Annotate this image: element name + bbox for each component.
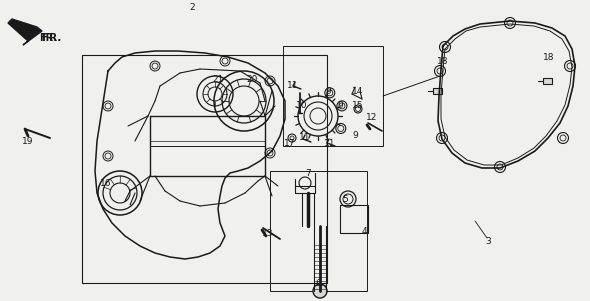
Bar (340, 205, 368, 233)
Text: 19: 19 (22, 136, 34, 145)
Text: 11: 11 (299, 134, 311, 142)
Text: 16: 16 (100, 179, 112, 188)
Bar (283, 46, 383, 146)
Text: 21: 21 (212, 75, 224, 83)
Text: 11: 11 (324, 138, 336, 147)
Text: 18: 18 (437, 57, 449, 66)
Bar (543, 78, 552, 84)
Text: 14: 14 (352, 86, 363, 95)
Text: 5: 5 (342, 194, 348, 203)
Text: 9: 9 (325, 86, 331, 95)
Text: 6: 6 (315, 278, 321, 287)
Text: 7: 7 (305, 169, 311, 178)
Text: FR.: FR. (42, 33, 62, 43)
Circle shape (313, 284, 327, 298)
Text: FR.: FR. (39, 33, 57, 43)
Bar (433, 88, 442, 94)
Text: 15: 15 (352, 101, 364, 110)
Text: 12: 12 (366, 113, 378, 123)
Polygon shape (8, 19, 42, 45)
Bar (270, 171, 367, 291)
Bar (82, 55, 327, 283)
Text: 11: 11 (287, 82, 299, 91)
Text: 3: 3 (485, 237, 491, 246)
Text: 9: 9 (352, 132, 358, 141)
Text: 9: 9 (337, 101, 343, 110)
Text: 4: 4 (361, 226, 367, 235)
Text: 2: 2 (189, 4, 195, 13)
Text: 10: 10 (296, 101, 308, 110)
Text: 20: 20 (246, 75, 258, 83)
Text: 18: 18 (543, 54, 555, 63)
Text: 17: 17 (284, 138, 296, 147)
Text: 13: 13 (262, 229, 274, 238)
